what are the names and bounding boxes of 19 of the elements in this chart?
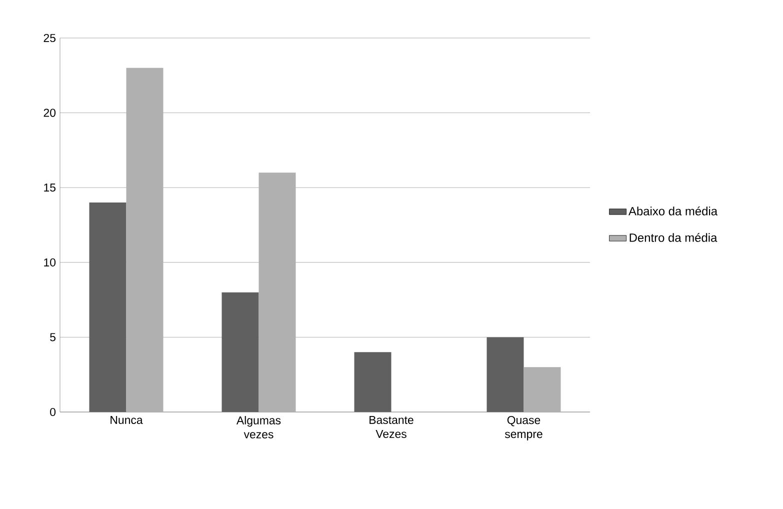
y-tick-label: 15 [44,184,56,192]
bar [354,352,392,412]
legend-label: Abaixo da média [628,206,718,216]
y-tick-label: 5 [50,333,56,342]
bar [486,337,524,412]
y-tick-label: 10 [44,258,56,266]
x-tick-label: Bastante Vezes [370,416,414,438]
y-tick-label: 0 [50,408,56,416]
x-tick-label: Quase sempre [504,416,542,440]
x-tick-label: Algumas vezes [236,416,281,438]
x-tick-label: Nunca [110,416,143,424]
legend-label: Dentro da média [630,232,718,242]
y-tick-label: 20 [44,108,56,117]
bar [89,202,126,412]
bar [222,292,259,412]
bar [524,367,561,412]
bar [126,68,164,412]
y-tick-label: 25 [44,34,56,42]
bar [258,172,296,412]
